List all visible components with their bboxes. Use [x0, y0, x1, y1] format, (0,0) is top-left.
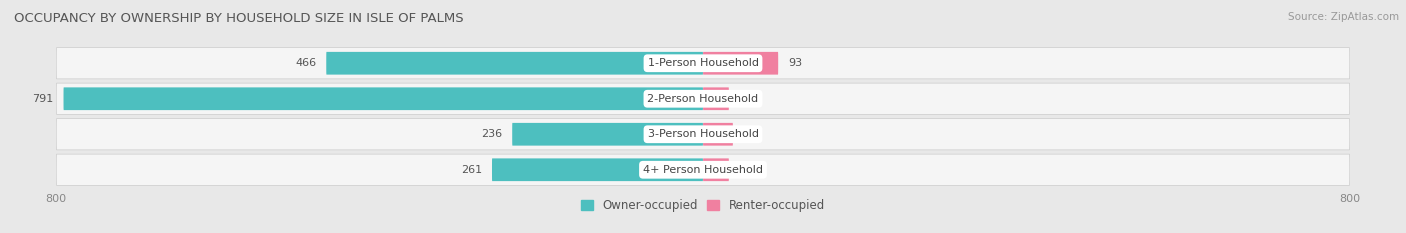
- FancyBboxPatch shape: [56, 83, 1350, 114]
- Text: 236: 236: [481, 129, 502, 139]
- Text: Source: ZipAtlas.com: Source: ZipAtlas.com: [1288, 12, 1399, 22]
- Text: 32: 32: [738, 94, 752, 104]
- FancyBboxPatch shape: [512, 123, 703, 146]
- FancyBboxPatch shape: [703, 52, 778, 75]
- Text: 3-Person Household: 3-Person Household: [648, 129, 758, 139]
- Text: 466: 466: [295, 58, 316, 68]
- FancyBboxPatch shape: [703, 123, 733, 146]
- FancyBboxPatch shape: [56, 48, 1350, 79]
- Text: 791: 791: [32, 94, 53, 104]
- FancyBboxPatch shape: [703, 87, 728, 110]
- FancyBboxPatch shape: [703, 158, 728, 181]
- Text: 2-Person Household: 2-Person Household: [647, 94, 759, 104]
- Text: 261: 261: [461, 165, 482, 175]
- Text: OCCUPANCY BY OWNERSHIP BY HOUSEHOLD SIZE IN ISLE OF PALMS: OCCUPANCY BY OWNERSHIP BY HOUSEHOLD SIZE…: [14, 12, 464, 25]
- Text: 4+ Person Household: 4+ Person Household: [643, 165, 763, 175]
- Text: 32: 32: [738, 165, 752, 175]
- FancyBboxPatch shape: [326, 52, 703, 75]
- FancyBboxPatch shape: [56, 119, 1350, 150]
- Text: 1-Person Household: 1-Person Household: [648, 58, 758, 68]
- Text: 37: 37: [742, 129, 756, 139]
- FancyBboxPatch shape: [63, 87, 703, 110]
- FancyBboxPatch shape: [492, 158, 703, 181]
- FancyBboxPatch shape: [56, 154, 1350, 185]
- Text: 93: 93: [787, 58, 801, 68]
- Legend: Owner-occupied, Renter-occupied: Owner-occupied, Renter-occupied: [581, 199, 825, 212]
